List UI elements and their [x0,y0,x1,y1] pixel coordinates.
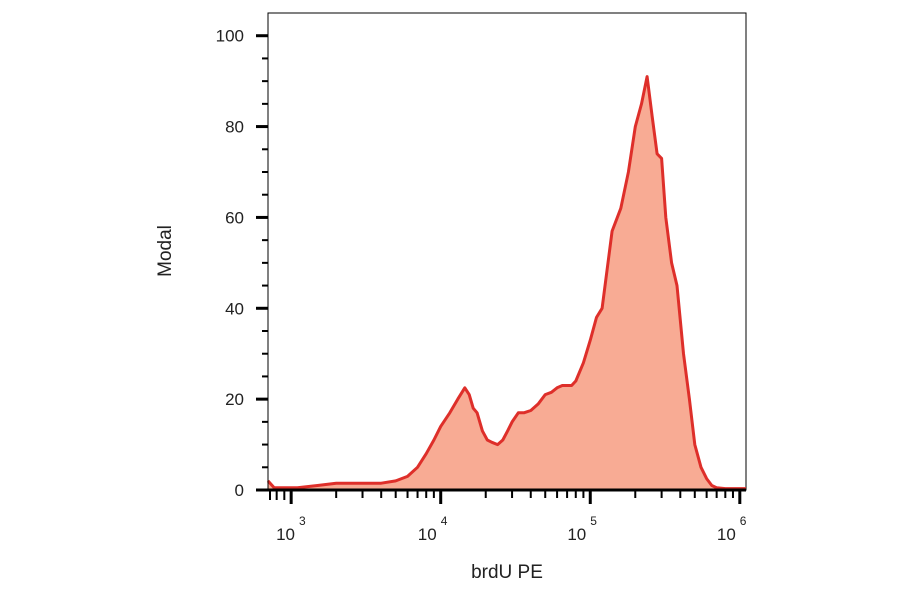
x-tick-label: 10 [418,525,437,544]
x-tick-label: 10 [276,525,295,544]
y-tick-label: 40 [225,299,244,318]
x-tick-exponent: 6 [740,514,747,528]
y-tick-label: 80 [225,118,244,137]
x-tick-label: 10 [717,525,736,544]
y-tick-label: 60 [225,208,244,227]
y-tick-label: 20 [225,390,244,409]
x-tick-exponent: 5 [590,514,597,528]
x-axis: 10 3 10 4 10 5 10 6 [268,488,747,544]
y-tick-label: 0 [235,481,244,500]
y-axis: 0 20 40 60 80 100 [216,13,269,500]
y-axis-title: Modal [155,225,176,277]
histogram-outline [266,75,746,491]
y-tick-label: 100 [216,27,244,46]
x-tick-exponent: 3 [299,514,306,528]
histogram-area [268,76,746,490]
x-tick-exponent: 4 [441,514,448,528]
x-tick-label: 10 [567,525,586,544]
x-axis-title: brdU PE [471,562,543,583]
